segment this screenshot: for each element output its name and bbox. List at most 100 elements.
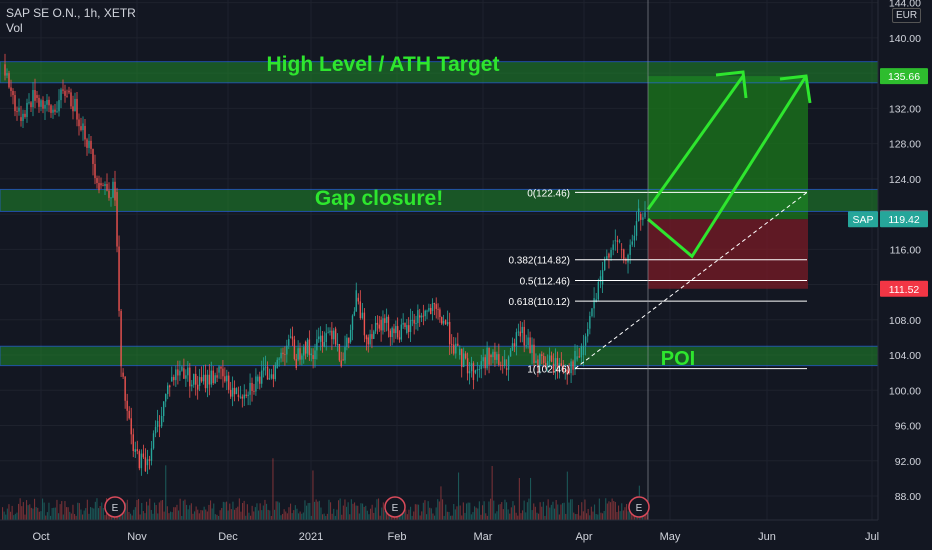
volume-bar (221, 508, 223, 520)
candle-body (261, 370, 263, 384)
volume-bar (597, 514, 599, 520)
candle-body (476, 369, 479, 371)
candle-body (451, 344, 453, 346)
volume-bar (38, 511, 40, 520)
volume-bar (437, 499, 439, 520)
candle-body (134, 449, 136, 452)
volume-bar (170, 511, 172, 520)
volume-bar (360, 503, 362, 520)
volume-bar (613, 500, 615, 520)
candle-body (98, 182, 100, 191)
volume-bar (48, 502, 50, 520)
candle-body (500, 365, 502, 366)
volume-bar (501, 502, 503, 520)
volume-bar (517, 515, 519, 520)
volume-bar (173, 507, 175, 520)
candle-body (150, 448, 153, 461)
earnings-marker-label: E (636, 503, 643, 514)
candle-body (444, 319, 447, 325)
candle-body (589, 316, 591, 329)
volume-bar (493, 500, 495, 520)
volume-bar (490, 498, 492, 520)
candle-body (321, 335, 324, 347)
currency-button[interactable]: EUR (892, 8, 922, 23)
candle-body (637, 208, 640, 222)
candle-body (455, 343, 457, 354)
volume-label[interactable]: Vol (6, 21, 23, 35)
volume-bar (322, 514, 324, 520)
volume-bar (235, 507, 237, 520)
volume-bar (622, 510, 624, 520)
volume-bar (339, 498, 341, 520)
symbol-title[interactable]: SAP SE O.N., 1h, XETR (6, 6, 136, 20)
time-tick-label: 2021 (299, 531, 323, 543)
volume-bar (552, 501, 554, 520)
candle-body (359, 301, 362, 319)
volume-bar (19, 498, 21, 520)
volume-bar (219, 510, 221, 520)
candle-body (187, 367, 189, 376)
price-tick-label: 88.00 (895, 491, 921, 503)
candle-body (428, 308, 430, 311)
volume-bar (565, 513, 567, 520)
fib-level-label: 0.382(114.82) (508, 256, 570, 267)
volume-bar (440, 486, 442, 520)
volume-bar (77, 502, 79, 520)
volume-bar (285, 511, 287, 520)
candle-body (6, 73, 8, 76)
volume-bar (267, 509, 269, 520)
candle-body (278, 358, 280, 360)
candle-body (418, 315, 421, 318)
candle-body (554, 358, 557, 372)
volume-bar (157, 513, 159, 520)
candle-body (142, 453, 145, 458)
candle-body (533, 344, 535, 363)
volume-bar (152, 513, 154, 520)
candle-body (46, 99, 48, 105)
candle-body (610, 249, 612, 258)
candle-body (144, 457, 147, 472)
candle-body (402, 323, 404, 325)
volume-bar (51, 508, 53, 520)
volume-bar (301, 513, 303, 520)
volume-bar (462, 502, 464, 520)
volume-bar (606, 503, 608, 520)
price-label-value: 119.42 (888, 214, 919, 226)
volume-bar (190, 503, 192, 520)
time-tick-label: Apr (575, 531, 592, 543)
volume-bar (67, 507, 69, 520)
candle-body (56, 111, 58, 113)
volume-bar (530, 477, 532, 520)
volume-bar (250, 515, 252, 520)
candle-body (237, 394, 240, 397)
candle-body (548, 355, 551, 362)
candle-body (130, 418, 132, 435)
candle-body (233, 387, 236, 395)
candle-body (231, 387, 234, 397)
candle-body (169, 385, 171, 388)
volume-bar (408, 509, 410, 520)
candle-body (391, 327, 393, 338)
volume-bar (523, 500, 525, 520)
volume-bar (453, 503, 455, 520)
price-label-bg (880, 280, 928, 297)
earnings-marker-label: E (392, 503, 399, 514)
volume-bar (174, 507, 176, 520)
volume-bar (142, 511, 144, 520)
volume-bar (275, 501, 277, 520)
candle-body (378, 324, 380, 329)
volume-bar (226, 501, 228, 520)
time-tick-label: Jul (865, 531, 879, 543)
volume-bar (382, 502, 384, 520)
candle-body (14, 95, 16, 112)
volume-bar (578, 505, 580, 520)
candle-body (282, 352, 284, 355)
candle-body (568, 368, 570, 374)
candle-body (20, 117, 22, 121)
candle-body (457, 343, 459, 346)
volume-bar (242, 502, 244, 520)
candle-body (441, 317, 443, 324)
volume-bar (330, 502, 332, 520)
volume-bar (430, 508, 432, 520)
